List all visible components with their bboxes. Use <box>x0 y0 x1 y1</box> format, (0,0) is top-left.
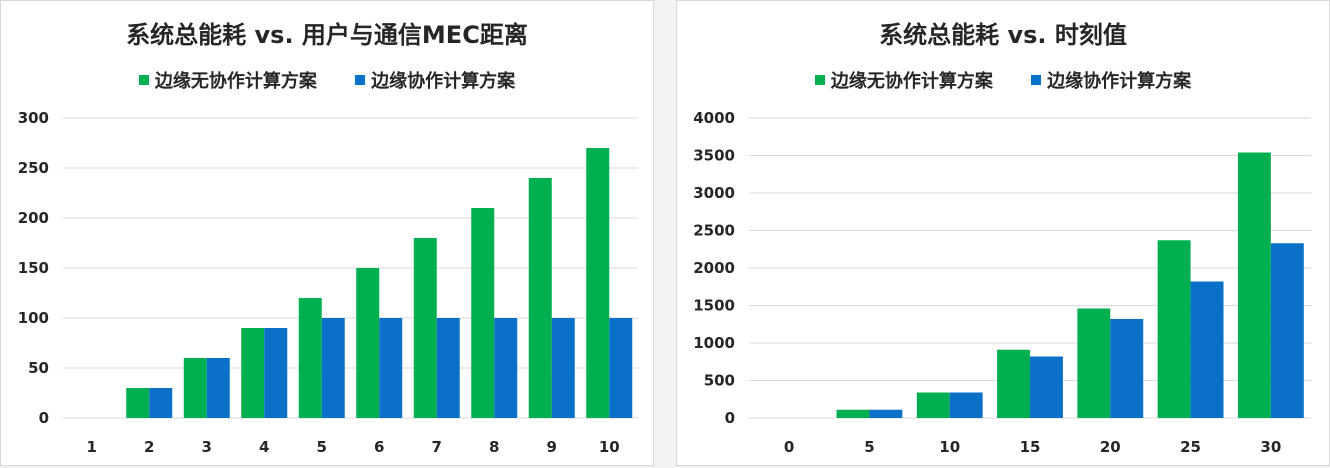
y-tick-label: 0 <box>725 409 735 427</box>
x-tick-label: 5 <box>864 438 874 456</box>
chart-title: 系统总能耗 vs. 时刻值 <box>879 21 1127 49</box>
bar-series-2-10 <box>609 318 633 418</box>
x-tick-label: 3 <box>202 438 212 456</box>
y-tick-label: 1000 <box>693 334 735 352</box>
x-tick-label: 7 <box>432 438 442 456</box>
bar-chart-time: 0 500 1000 1500 2000 2500 3000 3500 4000 0 5 10 15 20… <box>693 109 1311 456</box>
bar-series-2-9 <box>551 318 575 418</box>
x-tick-label: 1 <box>87 438 97 456</box>
legend-item-series-2: 边缘协作计算方案 <box>1031 67 1191 93</box>
bar-series-1-4 <box>241 328 265 418</box>
bar-series-2-5 <box>869 409 903 418</box>
legend-item-series-1: 边缘无协作计算方案 <box>138 67 317 93</box>
bar-series-1-9 <box>528 178 552 418</box>
bar-series-2-2 <box>149 388 173 418</box>
bar-series-1-10 <box>586 148 610 418</box>
y-tick-label: 50 <box>28 359 49 377</box>
y-tick-label: 3500 <box>693 147 735 165</box>
y-tick-label: 2000 <box>693 259 735 277</box>
y-tick-label: 500 <box>704 372 735 390</box>
x-tick-label: 4 <box>259 438 269 456</box>
bar-series-2-15 <box>1030 356 1063 418</box>
bar-series-2-10 <box>949 392 983 418</box>
x-tick-label: 25 <box>1180 438 1201 456</box>
legend-item-series-2: 边缘协作计算方案 <box>355 67 515 93</box>
bar-series-1-6 <box>356 268 380 418</box>
bar-series-2-30 <box>1270 243 1304 418</box>
y-tick-label: 3000 <box>693 184 735 202</box>
bar-series-1-7 <box>413 238 437 418</box>
bar-series-2-7 <box>436 318 460 418</box>
bar-series-1-5 <box>836 409 870 418</box>
bar-series-1-15 <box>997 349 1030 418</box>
bar-series-1-5 <box>298 298 322 418</box>
bar-series-1-8 <box>471 208 495 418</box>
x-tick-label: 10 <box>599 438 620 456</box>
bar-series-2-25 <box>1190 281 1224 418</box>
chart-panel-time: 系统总能耗 vs. 时刻值 边缘无协作计算方案 边缘协作计算方案 0 500 100… <box>676 0 1330 466</box>
bar-series-2-6 <box>379 318 403 418</box>
legend-swatch-series-1 <box>138 75 149 85</box>
y-tick-label: 100 <box>18 309 49 327</box>
bar-series-2-20 <box>1110 319 1144 418</box>
legend-item-series-1: 边缘无协作计算方案 <box>814 67 993 93</box>
legend-swatch-series-2 <box>1031 75 1042 85</box>
x-tick-label: 20 <box>1100 438 1121 456</box>
legend: 边缘无协作计算方案 边缘协作计算方案 <box>1 67 653 93</box>
bar-series-1-30 <box>1237 152 1271 418</box>
x-tick-label: 9 <box>547 438 557 456</box>
legend-label-series-2: 边缘协作计算方案 <box>371 71 516 92</box>
y-tick-label: 300 <box>18 109 49 127</box>
bar-series-1-2 <box>126 388 150 418</box>
chart-title: 系统总能耗 vs. 用户与通信MEC距离 <box>126 21 528 49</box>
x-tick-label: 30 <box>1260 438 1281 456</box>
x-tick-label: 5 <box>317 438 327 456</box>
y-tick-label: 150 <box>18 259 49 277</box>
y-tick-label: 0 <box>39 409 49 427</box>
bar-chart-distance: 0 50 100 150 200 250 300 1 2 3 4 5 6 7 8 9 10 <box>18 109 638 456</box>
bar-series-1-20 <box>1077 308 1111 418</box>
x-tick-label: 15 <box>1020 438 1041 456</box>
y-tick-label: 250 <box>18 159 49 177</box>
y-tick-label: 1500 <box>693 297 735 315</box>
legend-swatch-series-2 <box>355 75 366 85</box>
x-tick-label: 8 <box>489 438 499 456</box>
x-tick-label: 10 <box>939 438 960 456</box>
bar-series-2-8 <box>494 318 518 418</box>
bar-series-1-3 <box>183 358 207 418</box>
x-tick-label: 2 <box>144 438 154 456</box>
legend-label-series-1: 边缘无协作计算方案 <box>830 71 993 92</box>
x-tick-label: 0 <box>784 438 794 456</box>
x-tick-label: 6 <box>374 438 384 456</box>
legend: 边缘无协作计算方案 边缘协作计算方案 <box>677 67 1329 93</box>
bar-series-2-5 <box>321 318 345 418</box>
y-tick-label: 4000 <box>693 109 735 127</box>
y-tick-label: 2500 <box>693 222 735 240</box>
bar-series-1-25 <box>1157 240 1191 418</box>
legend-label-series-1: 边缘无协作计算方案 <box>154 71 317 92</box>
bar-series-2-3 <box>206 358 230 418</box>
bar-series-1-10 <box>916 392 950 418</box>
bar-series-2-4 <box>264 328 288 418</box>
legend-label-series-2: 边缘协作计算方案 <box>1047 71 1192 92</box>
y-tick-label: 200 <box>18 209 49 227</box>
chart-panel-distance: 系统总能耗 vs. 用户与通信MEC距离 边缘无协作计算方案 边缘协作计算方案 … <box>0 0 654 466</box>
legend-swatch-series-1 <box>814 75 825 85</box>
